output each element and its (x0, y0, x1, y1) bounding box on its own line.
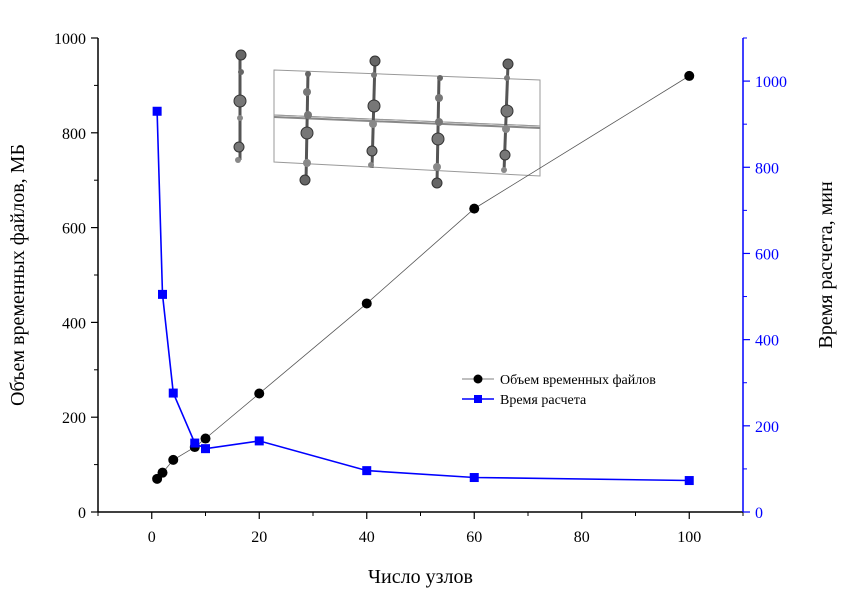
x-tick-label: 60 (466, 529, 482, 546)
legend-item: Объем временных файлов (462, 373, 656, 388)
data-point (254, 436, 264, 446)
x-tick-label: 20 (251, 529, 267, 546)
data-point (157, 467, 168, 478)
x-tick-label: 100 (677, 529, 701, 546)
x-axis-title: Число узлов (368, 566, 473, 588)
mesh-structure-illustration (233, 49, 541, 189)
y-right-axis-title: Время расчета, мин (815, 181, 837, 349)
y-left-tick-label: 800 (62, 126, 86, 143)
inset-column-5 (499, 58, 514, 173)
data-point (684, 70, 695, 81)
y-right-tick-label: 0 (755, 505, 763, 522)
y-right-tick-label: 600 (755, 246, 779, 263)
legend-label: Объем временных файлов (500, 373, 656, 388)
inset-frame-bottom (273, 114, 541, 177)
legend-label: Время расчета (500, 393, 587, 408)
data-point (684, 476, 694, 486)
legend-item: Время расчета (462, 393, 587, 408)
data-point (201, 444, 210, 454)
series-1 (152, 70, 695, 484)
axes: 0 20 40 60 80 1000200400600800100002004006008… (7, 31, 837, 588)
data-point (254, 388, 265, 399)
inset-column-4 (431, 75, 445, 189)
y-left-axis-title: Объем временных файлов, МБ (7, 144, 29, 406)
data-point (168, 388, 178, 398)
data-point (200, 433, 211, 444)
data-point (469, 473, 479, 483)
inset-center-beam (273, 116, 541, 129)
x-tick-label: 0 (148, 529, 156, 546)
data-point (168, 454, 179, 465)
data-point (152, 106, 162, 116)
series-group (152, 70, 695, 486)
y-left-tick-label: 600 (62, 221, 86, 238)
x-tick-label: 40 (359, 529, 375, 546)
y-right-tick-label: 1000 (755, 74, 787, 91)
y-right-tick-label: 800 (755, 160, 779, 177)
legend-marker (474, 395, 482, 403)
legend: Объем временных файлов Время расчета (462, 373, 656, 408)
y-right-tick-label: 400 (755, 333, 779, 350)
data-point (362, 466, 372, 476)
series-line (156, 75, 690, 480)
series-line (156, 111, 690, 482)
y-left-tick-label: 1000 (54, 31, 86, 48)
data-point (469, 203, 480, 214)
y-left-tick-label: 200 (62, 410, 86, 427)
inset-column-2 (299, 71, 314, 186)
inset-frame-top (273, 69, 541, 127)
x-tick-label: 80 (574, 529, 590, 546)
data-point (158, 289, 167, 299)
y-left-tick-label: 400 (62, 315, 86, 332)
y-left-tick-label: 0 (78, 505, 86, 522)
data-point (361, 298, 372, 309)
inset-column-1 (233, 49, 247, 163)
y-right-tick-label: 200 (755, 419, 779, 436)
data-point (190, 438, 200, 448)
inset-column-3 (366, 55, 381, 169)
legend-marker (473, 374, 483, 384)
series-2 (152, 106, 694, 486)
